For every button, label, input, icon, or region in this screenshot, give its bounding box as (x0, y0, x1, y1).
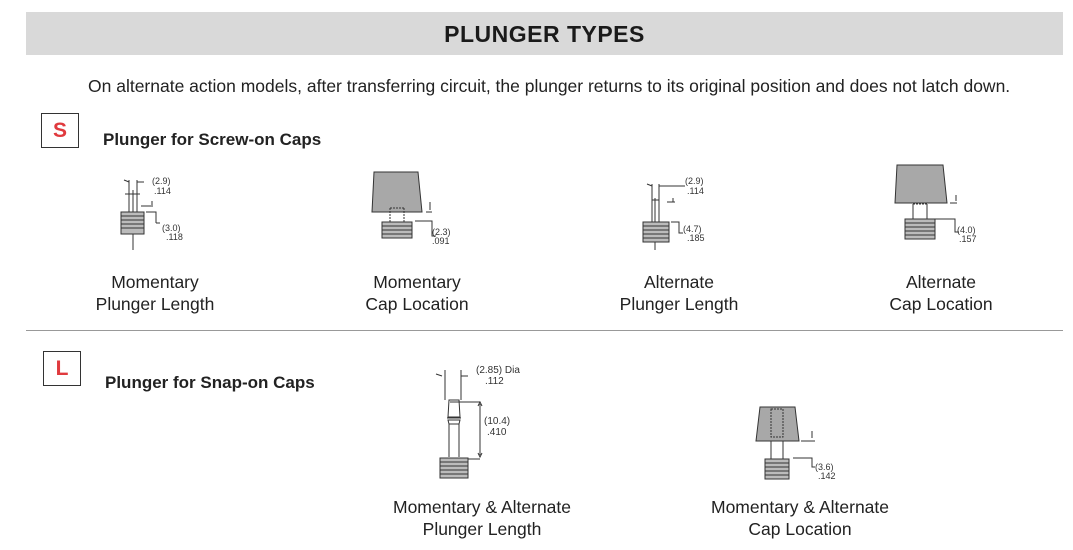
svg-text:.118: .118 (166, 232, 183, 242)
svg-text:(2.85) Dia: (2.85) Dia (476, 365, 520, 376)
badge-s: S (41, 113, 79, 148)
section-divider (26, 330, 1063, 331)
header-bar: PLUNGER TYPES (26, 12, 1063, 55)
caption-momentary-cap-location: Momentary Cap Location (365, 272, 469, 314)
page-title: PLUNGER TYPES (444, 21, 645, 47)
svg-text:.112: .112 (485, 376, 504, 387)
section-title-screw-on: Plunger for Screw-on Caps (103, 130, 322, 149)
svg-text:(4.0): (4.0) (957, 225, 976, 235)
svg-text:.410: .410 (487, 427, 507, 438)
momentary-plunger-length-diagram: (2.9).114 (3.0).118 (120, 176, 183, 250)
svg-text:.185: .185 (687, 233, 705, 243)
section-title-snap-on: Plunger for Snap-on Caps (105, 373, 315, 392)
momentary-cap-location-diagram: (2.3).091 (371, 171, 451, 246)
description: On alternate action models, after transf… (88, 76, 1011, 96)
caption-snap-on-plunger-length: Momentary & Alternate Plunger Length (393, 497, 571, 539)
svg-text:.114: .114 (687, 186, 704, 196)
svg-text:.114: .114 (154, 186, 171, 196)
svg-text:(3.0): (3.0) (162, 223, 181, 233)
svg-text:.142: .142 (818, 471, 836, 481)
caption-alternate-plunger-length: Alternate Plunger Length (619, 272, 739, 314)
caption-snap-on-cap-location: Momentary & Alternate Cap Location (711, 497, 889, 539)
snap-on-cap-location-diagram: (3.6).142 (755, 406, 836, 481)
caption-momentary-plunger-length: Momentary Plunger Length (95, 272, 215, 314)
svg-text:(10.4): (10.4) (484, 416, 510, 427)
alternate-plunger-length-diagram: (2.9).185.114 (4.7).185 (642, 176, 705, 250)
svg-text:(2.3): (2.3) (432, 227, 451, 237)
svg-text:(2.9): (2.9) (685, 176, 704, 186)
alternate-cap-location-diagram: (4.0).157 (894, 164, 977, 244)
snap-on-plunger-length-diagram: (2.85) Dia.112 (10.4).410 (435, 365, 520, 479)
badge-l: L (43, 351, 81, 386)
svg-text:.091: .091 (432, 236, 450, 246)
svg-text:(2.9): (2.9) (152, 176, 171, 186)
svg-text:(4.7): (4.7) (683, 224, 702, 234)
svg-text:.157: .157 (959, 234, 977, 244)
svg-text:(3.6): (3.6) (815, 462, 834, 472)
caption-alternate-cap-location: Alternate Cap Location (889, 272, 993, 314)
